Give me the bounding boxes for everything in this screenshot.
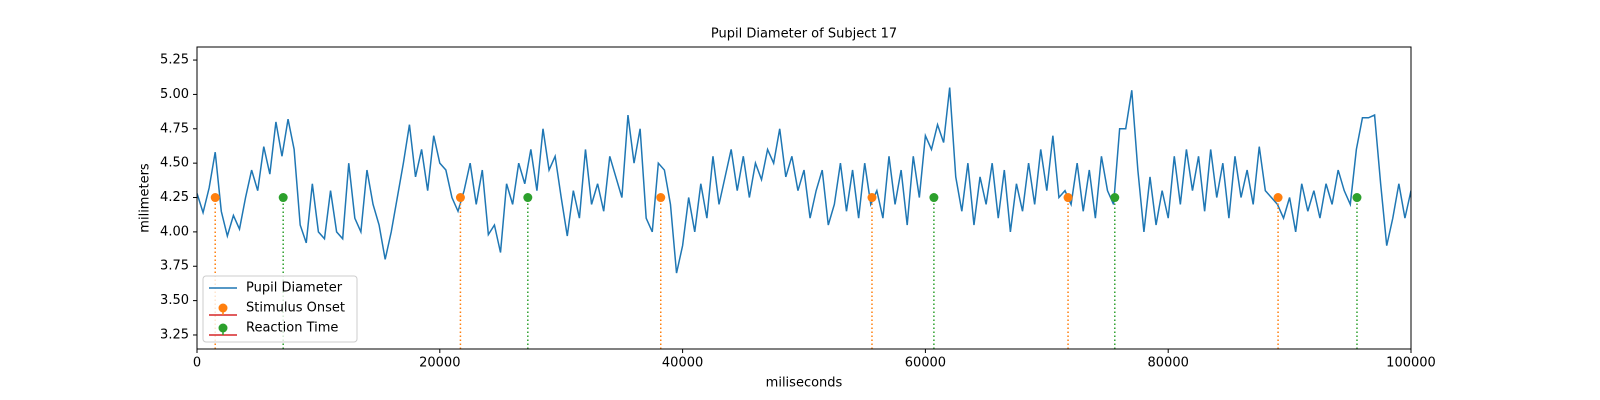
y-tick-label: 4.50 xyxy=(160,156,189,171)
y-tick-label: 5.25 xyxy=(160,53,189,68)
x-tick-label: 80000 xyxy=(1148,356,1189,371)
stem-marker xyxy=(1110,193,1120,203)
legend-box xyxy=(202,275,358,343)
legend-label: Pupil Diameter xyxy=(246,281,343,296)
plot-area xyxy=(197,87,1411,349)
stem-marker xyxy=(867,193,877,203)
stem-marker xyxy=(656,193,666,203)
y-tick-label: 4.25 xyxy=(160,190,189,205)
y-tick-label: 4.00 xyxy=(160,224,189,239)
y-axis-label: milimeters xyxy=(138,163,153,233)
legend-label: Stimulus Onset xyxy=(246,301,345,316)
stem-marker xyxy=(929,193,939,203)
legend-marker xyxy=(218,323,228,333)
y-tick-label: 3.75 xyxy=(160,259,189,274)
x-axis-label: miliseconds xyxy=(766,376,843,391)
stem-marker xyxy=(523,193,533,203)
legend-label: Reaction Time xyxy=(246,321,338,336)
y-tick-label: 3.25 xyxy=(160,327,189,342)
y-tick-label: 3.50 xyxy=(160,293,189,308)
y-tick-label: 4.75 xyxy=(160,121,189,136)
stem-marker xyxy=(278,193,288,203)
legend-marker xyxy=(218,303,228,313)
x-tick-label: 60000 xyxy=(905,356,946,371)
x-tick-label: 20000 xyxy=(419,356,460,371)
x-tick-label: 100000 xyxy=(1386,356,1436,371)
x-tick-label: 40000 xyxy=(662,356,703,371)
stem-marker xyxy=(1352,193,1362,203)
chart-title: Pupil Diameter of Subject 17 xyxy=(711,27,897,42)
stem-marker xyxy=(455,193,465,203)
stem-marker xyxy=(210,193,220,203)
data-line xyxy=(197,87,1411,274)
x-tick-label: 0 xyxy=(193,356,201,371)
stem-marker xyxy=(1273,193,1283,203)
y-tick-label: 5.00 xyxy=(160,87,189,102)
stem-marker xyxy=(1063,193,1073,203)
